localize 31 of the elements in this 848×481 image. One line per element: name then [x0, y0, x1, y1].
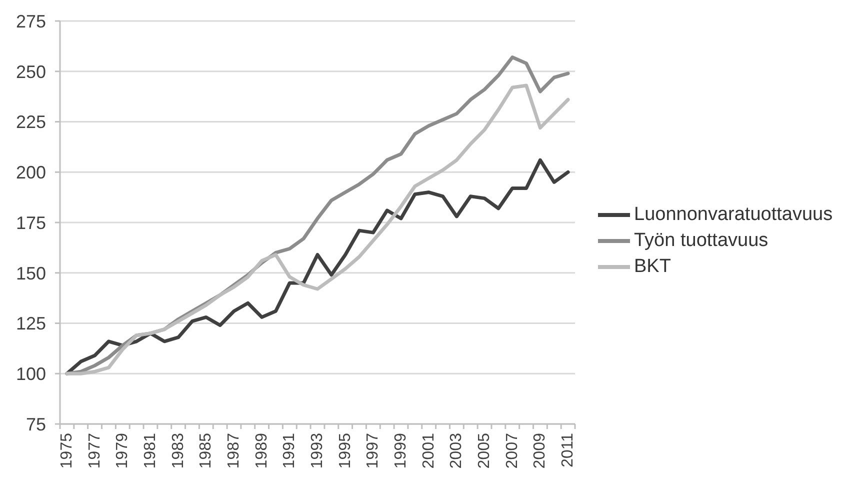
x-tick-label: 1989	[253, 432, 270, 469]
x-tick-label: 2007	[504, 432, 521, 469]
x-tick-label: 1977	[86, 432, 104, 469]
y-tick-label: 175	[16, 212, 46, 233]
x-tick-label: 1979	[114, 432, 132, 469]
x-tick-label: 1985	[198, 432, 215, 469]
y-tick-label: 200	[16, 162, 46, 183]
y-tick-label: 75	[26, 414, 46, 434]
legend-label: Luonnonvaratuottavuus	[634, 204, 833, 226]
x-tick-label: 1999	[392, 432, 410, 469]
x-tick-label: 2001	[420, 432, 438, 469]
y-tick-label: 225	[16, 112, 46, 132]
x-tick-label: 1995	[336, 432, 354, 469]
y-tick-label: 125	[16, 314, 46, 334]
x-tick-label: 2005	[476, 432, 494, 469]
x-tick-label: 1983	[170, 432, 187, 469]
y-tick-label: 275	[16, 11, 46, 32]
x-tick-label: 1987	[225, 432, 242, 469]
y-tick-label: 100	[16, 364, 46, 384]
x-tick-label: 1981	[142, 432, 159, 469]
x-tick-label: 2011	[560, 432, 577, 468]
legend-label: Työn tuottavuus	[634, 230, 768, 252]
x-tick-label: 1991	[281, 432, 298, 469]
y-tick-label: 150	[16, 263, 46, 284]
x-tick-label: 2003	[448, 432, 466, 469]
y-tick-label: 250	[16, 62, 46, 82]
legend-label: BKT	[634, 256, 671, 278]
x-tick-label: 2009	[532, 432, 549, 469]
x-tick-label: 1993	[309, 432, 326, 469]
x-tick-label: 1997	[364, 432, 382, 469]
x-tick-label: 1975	[58, 432, 76, 469]
